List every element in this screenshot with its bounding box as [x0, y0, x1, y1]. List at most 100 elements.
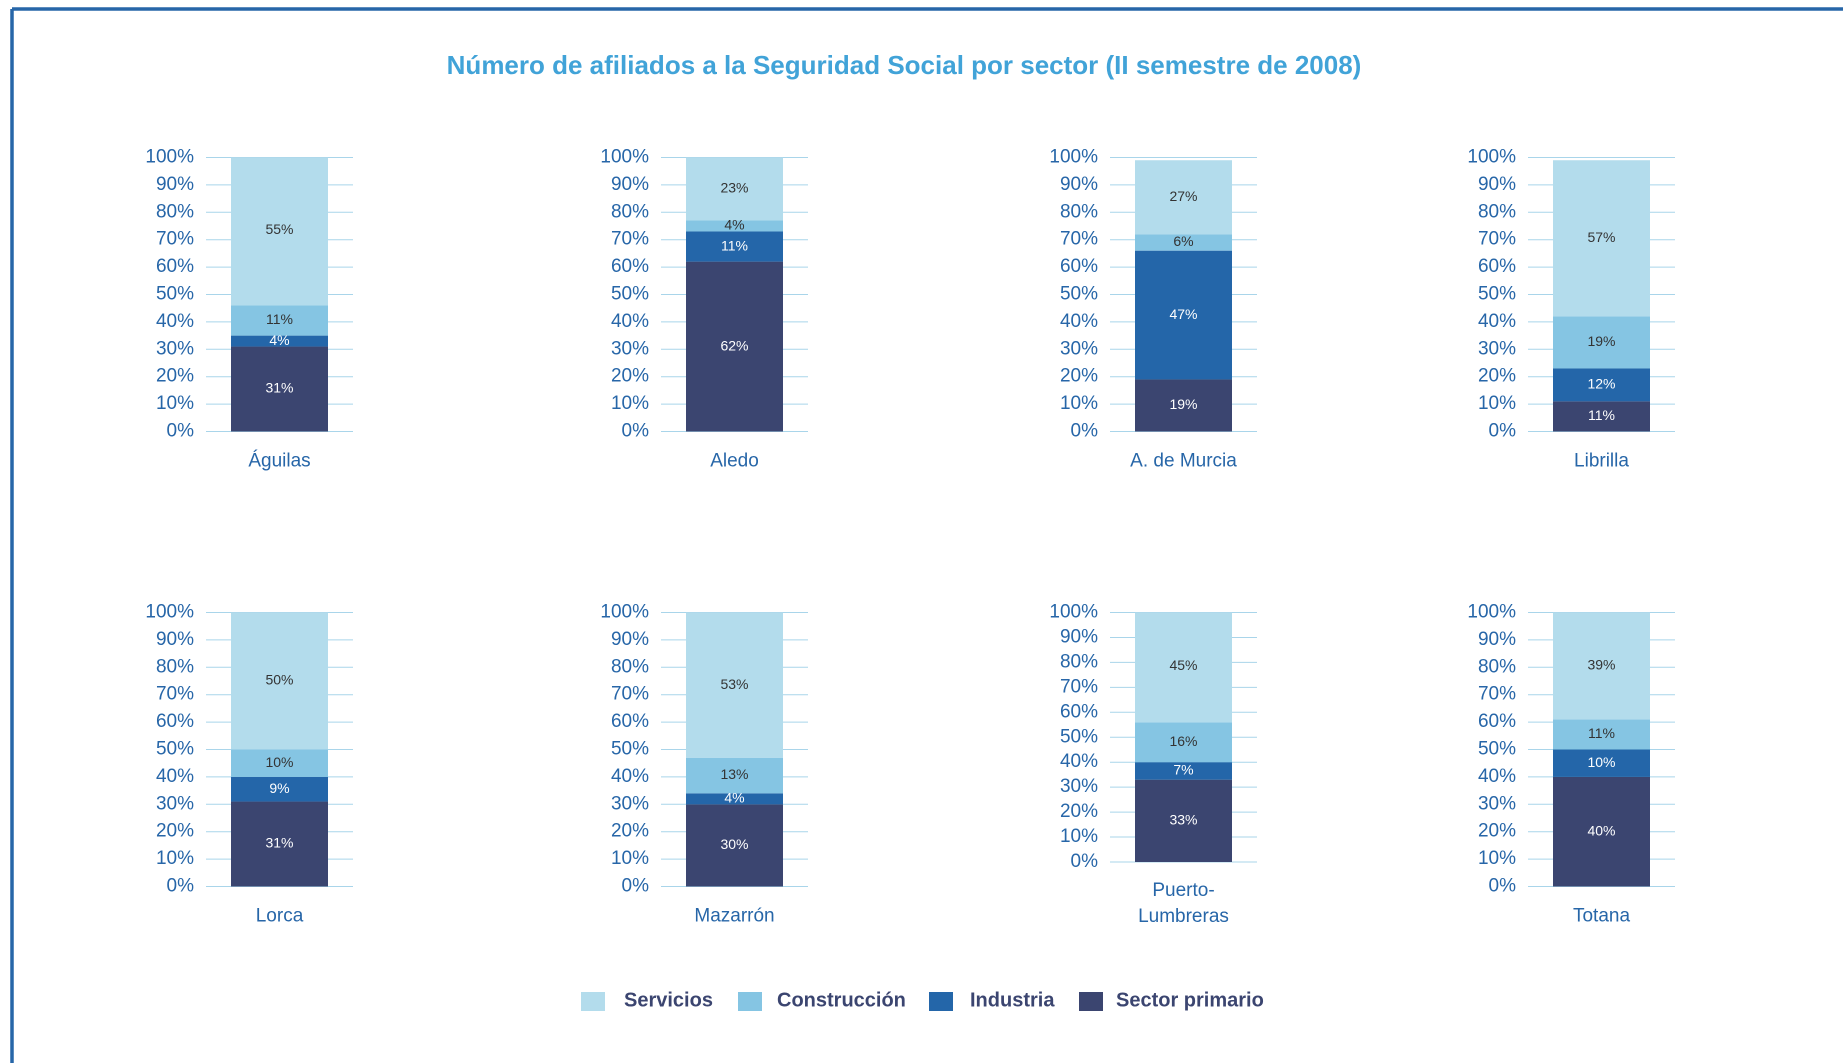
y-tick-label: 80% — [611, 656, 649, 677]
y-tick-label: 60% — [156, 711, 194, 732]
legend-label: Servicios — [624, 989, 713, 1011]
y-tick-label: 80% — [156, 201, 194, 222]
y-tick-label: 10% — [156, 393, 194, 414]
y-tick-label: 30% — [156, 338, 194, 359]
y-tick-label: 40% — [1060, 311, 1098, 332]
legend-label: Industria — [970, 989, 1055, 1011]
data-label: 31% — [265, 380, 293, 396]
bar-segment — [686, 220, 783, 232]
y-tick-label: 100% — [1049, 602, 1098, 623]
bar-stack — [1553, 160, 1650, 432]
y-tick-label: 30% — [1478, 338, 1516, 359]
y-tick-label: 10% — [156, 848, 194, 869]
y-tick-label: 70% — [156, 229, 194, 250]
y-tick-label: 50% — [156, 284, 194, 305]
y-tick-label: 60% — [1060, 256, 1098, 277]
x-tick-label: Totana — [1573, 906, 1630, 927]
data-label: 27% — [1169, 188, 1197, 204]
bar-segment — [1135, 762, 1232, 780]
bar-stack — [686, 612, 783, 887]
y-tick-label: 20% — [156, 366, 194, 387]
y-tick-label: 70% — [611, 229, 649, 250]
bar-segment — [686, 793, 783, 805]
y-tick-label: 10% — [611, 393, 649, 414]
y-tick-label: 40% — [1060, 751, 1098, 772]
y-tick-label: 20% — [156, 821, 194, 842]
data-label: 6% — [1173, 233, 1193, 249]
bar-segment — [1135, 379, 1232, 432]
y-tick-label: 90% — [611, 629, 649, 650]
x-tick-label: Lorca — [256, 906, 304, 927]
y-tick-label: 0% — [622, 421, 650, 442]
y-tick-label: 20% — [1478, 821, 1516, 842]
y-tick-label: 80% — [611, 201, 649, 222]
data-label: 11% — [1588, 725, 1615, 741]
y-tick-label: 60% — [611, 256, 649, 277]
bar-segment — [231, 612, 328, 750]
data-label: 45% — [1169, 657, 1197, 673]
y-tick-label: 100% — [1049, 147, 1098, 168]
y-tick-label: 0% — [1489, 876, 1517, 897]
legend-swatch — [581, 992, 605, 1011]
data-label: 11% — [266, 311, 293, 327]
y-tick-label: 40% — [156, 311, 194, 332]
bar-segment — [686, 757, 783, 794]
y-tick-label: 30% — [611, 793, 649, 814]
y-tick-label: 100% — [1467, 147, 1516, 168]
y-tick-label: 100% — [600, 147, 649, 168]
bar-stack — [231, 612, 328, 887]
data-label: 16% — [1169, 733, 1197, 749]
data-label: 4% — [724, 217, 744, 233]
bar-segment — [1553, 749, 1650, 777]
y-tick-label: 60% — [1478, 256, 1516, 277]
y-tick-label: 90% — [156, 629, 194, 650]
bar-segment — [686, 157, 783, 221]
bar-segment — [1135, 722, 1232, 763]
legend-swatch — [738, 992, 762, 1011]
data-label: 50% — [265, 672, 293, 688]
data-label: 19% — [1169, 396, 1197, 412]
data-label: 55% — [265, 221, 293, 237]
y-tick-label: 30% — [1478, 793, 1516, 814]
y-tick-label: 0% — [167, 421, 195, 442]
y-tick-label: 10% — [611, 848, 649, 869]
bar-segment — [1553, 612, 1650, 720]
y-tick-label: 30% — [1060, 338, 1098, 359]
y-tick-label: 70% — [156, 684, 194, 705]
bar-stack — [231, 157, 328, 432]
x-tick-label: Mazarrón — [694, 906, 774, 927]
y-tick-label: 100% — [600, 602, 649, 623]
y-tick-label: 40% — [156, 766, 194, 787]
bar-segment — [1135, 779, 1232, 862]
y-tick-label: 30% — [1060, 776, 1098, 797]
data-label: 11% — [721, 237, 748, 253]
y-tick-label: 50% — [1478, 739, 1516, 760]
data-label: 10% — [265, 754, 293, 770]
bar-segment — [1553, 316, 1650, 369]
bar-stack — [1135, 612, 1232, 862]
y-tick-label: 100% — [145, 147, 194, 168]
bar-segment — [1553, 776, 1650, 887]
bar-segment — [231, 801, 328, 887]
y-tick-label: 50% — [611, 739, 649, 760]
y-tick-label: 90% — [1060, 626, 1098, 647]
data-label: 40% — [1587, 822, 1615, 838]
y-tick-label: 60% — [1478, 711, 1516, 732]
y-tick-label: 20% — [1060, 366, 1098, 387]
y-tick-label: 10% — [1060, 826, 1098, 847]
y-tick-label: 0% — [1071, 421, 1099, 442]
data-label: 10% — [1587, 754, 1615, 770]
data-label: 39% — [1587, 657, 1615, 673]
y-tick-label: 50% — [1060, 284, 1098, 305]
y-tick-label: 80% — [1478, 656, 1516, 677]
y-tick-label: 100% — [145, 602, 194, 623]
y-tick-label: 20% — [1478, 366, 1516, 387]
bar-segment — [231, 305, 328, 336]
data-label: 19% — [1587, 333, 1615, 349]
y-tick-label: 40% — [611, 766, 649, 787]
y-tick-label: 10% — [1478, 393, 1516, 414]
y-tick-label: 50% — [156, 739, 194, 760]
x-tick-label: Librilla — [1574, 451, 1629, 472]
y-tick-label: 40% — [1478, 766, 1516, 787]
